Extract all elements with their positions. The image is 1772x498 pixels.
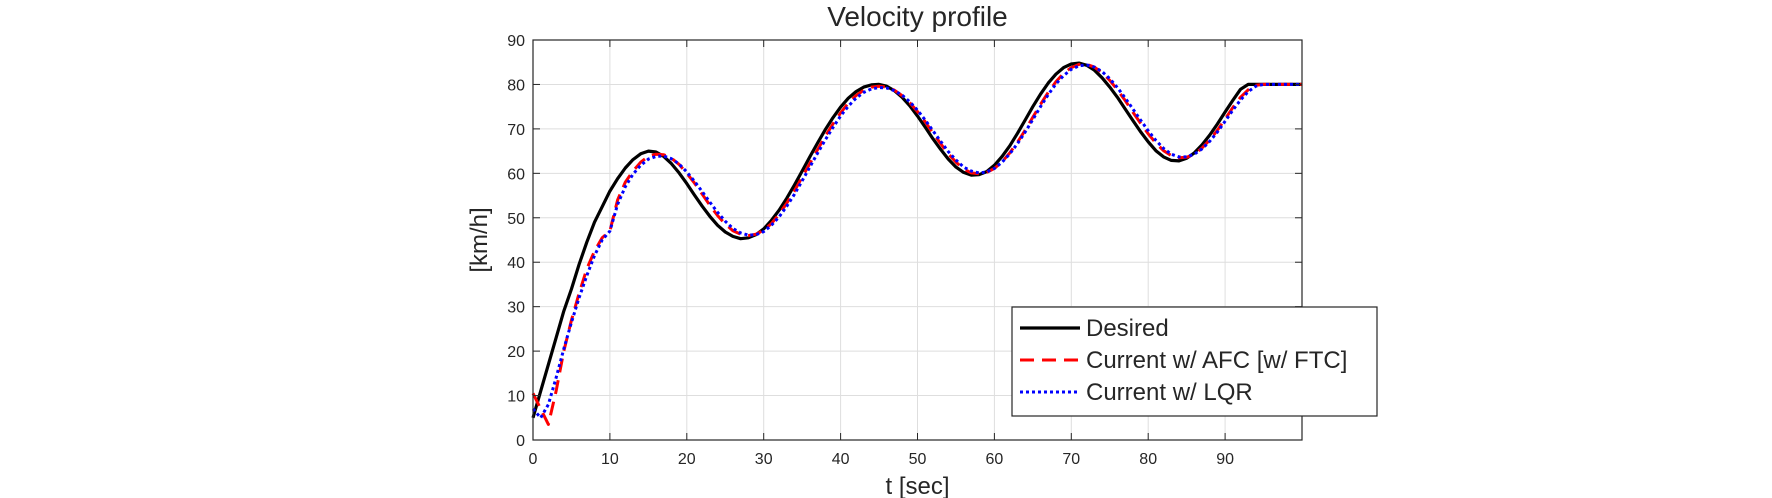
y-tick-label: 70 xyxy=(507,122,525,139)
legend-label-0: Desired xyxy=(1086,315,1169,342)
x-tick-label: 90 xyxy=(1216,451,1234,468)
x-tick-label: 0 xyxy=(529,451,538,468)
y-tick-label: 0 xyxy=(516,433,525,450)
x-tick-label: 60 xyxy=(986,451,1004,468)
x-tick-label: 80 xyxy=(1139,451,1157,468)
legend-label-1: Current w/ AFC [w/ FTC] xyxy=(1086,347,1347,374)
x-tick-label: 70 xyxy=(1062,451,1080,468)
x-axis-label: t [sec] xyxy=(885,473,949,498)
x-tick-label: 20 xyxy=(678,451,696,468)
x-tick-label: 10 xyxy=(601,451,619,468)
y-tick-label: 90 xyxy=(507,33,525,50)
y-tick-label: 30 xyxy=(507,300,525,317)
y-tick-label: 20 xyxy=(507,344,525,361)
y-tick-label: 80 xyxy=(507,77,525,94)
axis-ticks: 0 10 20 30 40 50 60 70 80 90 0 10 20 30 40 50 60 70 80 90 xyxy=(507,33,1302,468)
y-tick-label: 60 xyxy=(507,166,525,183)
y-tick-label: 40 xyxy=(507,255,525,272)
x-tick-label: 40 xyxy=(832,451,850,468)
y-tick-label: 50 xyxy=(507,211,525,228)
chart-title: Velocity profile xyxy=(827,1,1008,32)
legend-label-2: Current w/ LQR xyxy=(1086,379,1253,406)
legend: Desired Current w/ AFC [w/ FTC] Current w/… xyxy=(1011,306,1378,417)
series-layer xyxy=(531,61,1302,426)
series-line-2 xyxy=(531,63,1302,420)
x-tick-label: 30 xyxy=(755,451,773,468)
y-axis-label: [km/h] xyxy=(466,207,493,272)
series-line-1 xyxy=(531,62,1302,426)
y-tick-label: 10 xyxy=(507,389,525,406)
x-tick-label: 50 xyxy=(909,451,927,468)
